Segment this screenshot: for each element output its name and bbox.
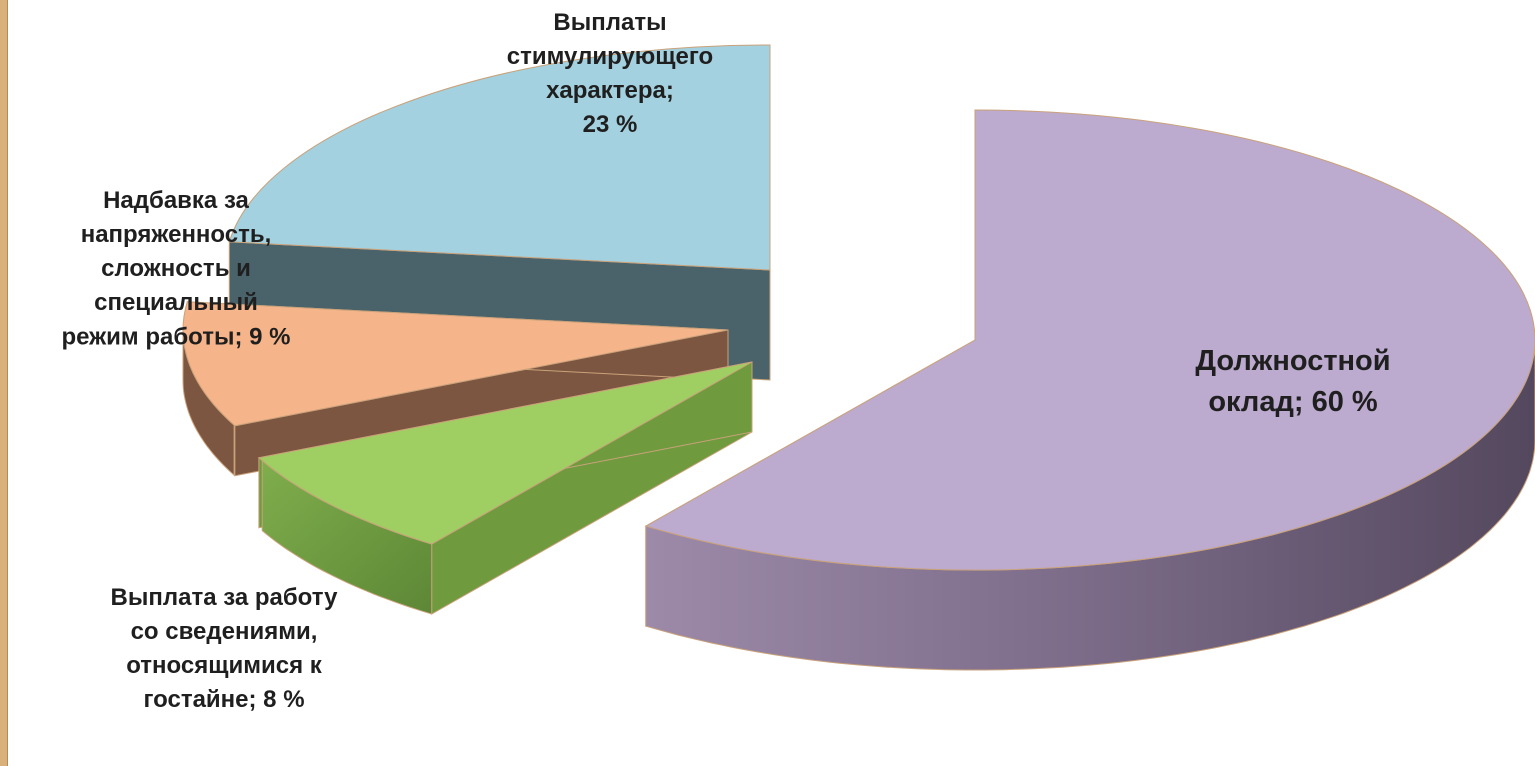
- slice-0-label-line: оклад; 60 %: [1208, 386, 1378, 418]
- slice-3-label-line: Выплаты: [553, 9, 666, 36]
- slice-2-label-line: режим работы; 9 %: [61, 323, 290, 350]
- slide-border: [0, 0, 8, 766]
- slice-2-label-line: напряженность,: [81, 221, 272, 248]
- slice-3-label-line: стимулирующего: [507, 43, 713, 70]
- slice-2-label-line: сложность и: [101, 255, 251, 282]
- slice-0-top: [644, 109, 1535, 571]
- pie-tops: [182, 44, 1535, 571]
- slice-2-label-line: Надбавка за: [103, 187, 249, 214]
- slice-3-label-line: 23 %: [583, 111, 638, 138]
- slice-1-label-line: относящимися к: [126, 652, 323, 679]
- slice-3-label: Выплаты стимулирующего характера; 23 %: [507, 9, 713, 138]
- slice-1-label-line: со сведениями,: [131, 618, 318, 645]
- slice-1-label-line: Выплата за работу: [111, 584, 339, 611]
- slice-2-top: [182, 301, 729, 427]
- slice-0-label: Должностной оклад; 60 %: [1195, 345, 1390, 418]
- slice-1-top: [257, 361, 753, 545]
- slice-1-label-line: гостайне; 8 %: [143, 686, 304, 713]
- slice-0-label-line: Должностной: [1195, 345, 1390, 377]
- slice-2-label: Надбавка за напряженность, сложность и спец…: [61, 187, 290, 350]
- slice-1-label: Выплата за работу со сведениями, относящим…: [111, 584, 339, 713]
- slice-3-top: [228, 44, 771, 271]
- slice-2-label-line: специальный: [94, 289, 258, 316]
- pie-labels: Должностной оклад; 60 % Выплата за работу с…: [61, 9, 1390, 713]
- slice-3-label-line: характера;: [546, 77, 674, 104]
